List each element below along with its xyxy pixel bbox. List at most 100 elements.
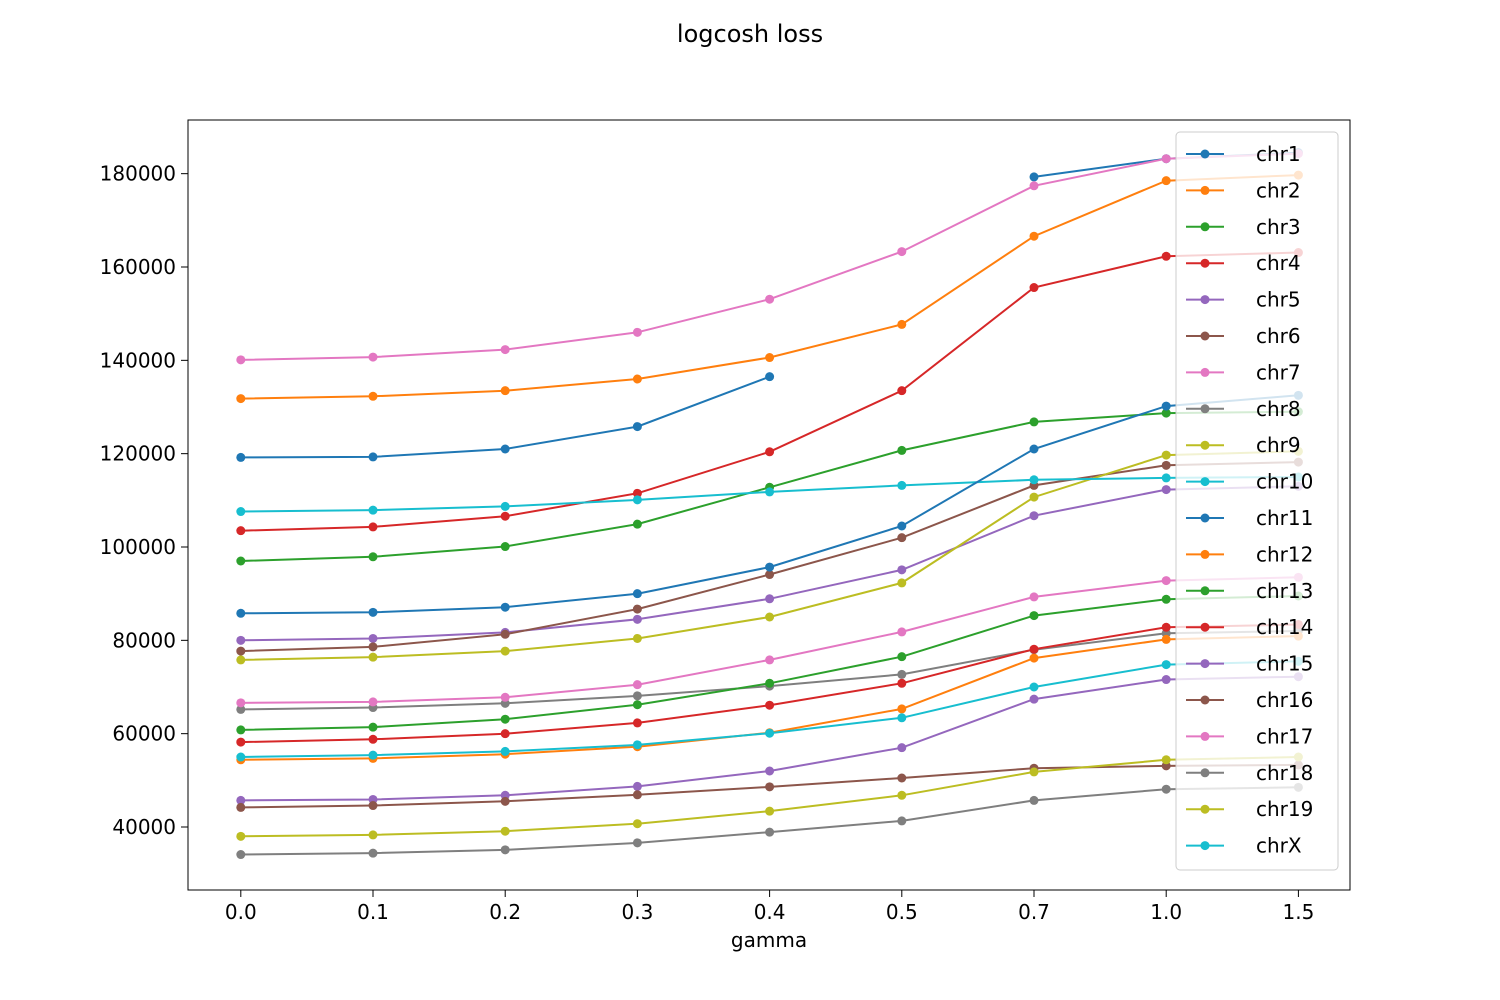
series-chr11: [236, 390, 1303, 618]
y-tick-label: 120000: [100, 442, 176, 466]
data-point-chr18: [500, 845, 510, 855]
legend-label: chr1: [1256, 142, 1301, 166]
legend-item-chr14: chr14: [1186, 615, 1313, 639]
series-chr16: [236, 760, 1303, 812]
chart-title: logcosh loss: [677, 20, 823, 48]
data-point-chr2: [500, 386, 510, 396]
data-point-chr13: [1029, 611, 1039, 621]
data-point-chr10: [897, 480, 907, 490]
legend-item-chr17: chr17: [1186, 724, 1313, 748]
data-point-chr2: [368, 391, 378, 401]
data-point-chr17: [632, 680, 642, 690]
data-point-chr3: [632, 519, 642, 529]
legend-marker: [1200, 477, 1210, 487]
data-point-chr6: [897, 533, 907, 543]
data-point-chr5: [897, 565, 907, 575]
series-line-chr2: [240, 174, 1299, 400]
data-point-chr11: [368, 607, 378, 617]
data-point-chr1: [765, 372, 775, 382]
data-point-chr17: [1161, 576, 1171, 586]
data-point-chr9: [632, 633, 642, 643]
legend-item-chr7: chr7: [1186, 360, 1301, 384]
data-point-chr4: [897, 386, 907, 396]
legend-label: chr8: [1256, 397, 1301, 421]
legend-item-chr12: chr12: [1186, 542, 1313, 566]
data-point-chr6: [632, 604, 642, 614]
legend-item-chr6: chr6: [1186, 324, 1301, 348]
legend-marker: [1200, 841, 1210, 851]
axes: 0.0 0.1 0.2 0.3 0.4 0.5 0.7 1.0 1.5 40000 60000 800…: [100, 162, 1315, 924]
plot-area: [236, 148, 1303, 860]
data-point-chr5: [765, 594, 775, 604]
data-point-chrX: [1161, 660, 1171, 670]
data-point-chr11: [500, 602, 510, 612]
data-point-chr4: [1161, 251, 1171, 261]
series-line-chr12: [240, 635, 1299, 761]
legend-label: chr12: [1256, 542, 1313, 566]
legend-item-chr18: chr18: [1186, 761, 1313, 785]
legend-marker: [1200, 295, 1210, 305]
data-point-chr11: [632, 589, 642, 599]
data-point-chr2: [897, 319, 907, 329]
data-point-chr10: [368, 505, 378, 515]
data-point-chr1: [500, 444, 510, 454]
data-point-chr17: [368, 697, 378, 707]
data-point-chr14: [897, 678, 907, 688]
data-point-chr13: [765, 678, 775, 688]
data-point-chrX: [236, 752, 246, 762]
data-point-chr10: [500, 501, 510, 511]
legend-item-chr9: chr9: [1186, 433, 1301, 457]
data-point-chr2: [765, 353, 775, 363]
x-tick-label: 1.5: [1282, 900, 1314, 924]
series-chr3: [236, 407, 1303, 566]
data-point-chr18: [236, 850, 246, 860]
series-chr17: [236, 572, 1303, 708]
legend-label: chr9: [1256, 433, 1301, 457]
data-point-chr19: [1161, 755, 1171, 765]
data-point-chr18: [1029, 795, 1039, 805]
legend-label: chr10: [1256, 470, 1313, 494]
data-point-chr7: [1029, 181, 1039, 191]
data-point-chr3: [1161, 408, 1171, 418]
legend-item-chr13: chr13: [1186, 579, 1313, 603]
legend-label: chr16: [1256, 688, 1313, 712]
data-point-chr6: [236, 646, 246, 656]
legend-item-chr16: chr16: [1186, 688, 1313, 712]
data-point-chr2: [632, 374, 642, 384]
legend-marker: [1200, 804, 1210, 814]
data-point-chr13: [897, 652, 907, 662]
data-point-chr12: [1161, 634, 1171, 644]
data-point-chr12: [897, 704, 907, 714]
series-chr7: [236, 149, 1303, 365]
data-point-chr11: [236, 608, 246, 618]
data-point-chr18: [1161, 784, 1171, 794]
data-point-chr12: [1029, 653, 1039, 663]
data-point-chr13: [368, 722, 378, 732]
data-point-chr17: [765, 655, 775, 665]
data-point-chr4: [1029, 283, 1039, 293]
data-point-chrX: [897, 713, 907, 723]
legend-label: chr5: [1256, 288, 1301, 312]
x-tick-label: 0.2: [489, 900, 521, 924]
legend-marker: [1200, 258, 1210, 268]
y-tick-label: 160000: [100, 255, 176, 279]
legend-label: chr18: [1256, 761, 1313, 785]
legend-marker: [1200, 731, 1210, 741]
y-tick-label: 80000: [112, 628, 176, 652]
x-axis-label: gamma: [731, 928, 807, 952]
data-point-chr16: [632, 790, 642, 800]
data-point-chr9: [368, 652, 378, 662]
legend-item-chr11: chr11: [1186, 506, 1313, 530]
data-point-chr6: [1161, 460, 1171, 470]
data-point-chrX: [1029, 682, 1039, 692]
data-point-chr16: [236, 802, 246, 812]
data-point-chr19: [897, 790, 907, 800]
data-point-chr18: [897, 816, 907, 826]
x-tick-label: 0.4: [754, 900, 786, 924]
data-point-chrX: [765, 728, 775, 738]
legend-marker: [1200, 367, 1210, 377]
series-chr18: [236, 782, 1303, 860]
data-point-chr2: [1161, 176, 1171, 186]
